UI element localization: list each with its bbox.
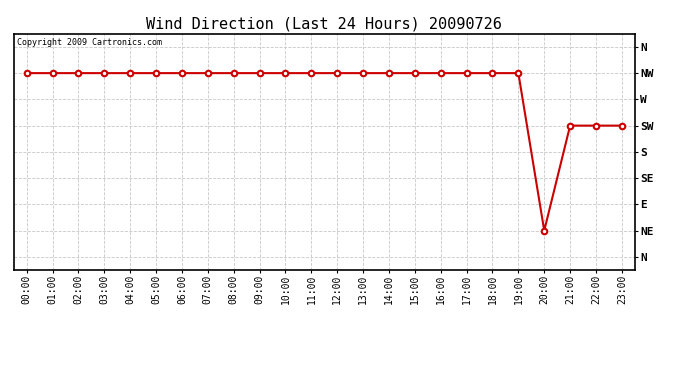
Title: Wind Direction (Last 24 Hours) 20090726: Wind Direction (Last 24 Hours) 20090726 [146,16,502,31]
Text: Copyright 2009 Cartronics.com: Copyright 2009 Cartronics.com [17,39,162,48]
